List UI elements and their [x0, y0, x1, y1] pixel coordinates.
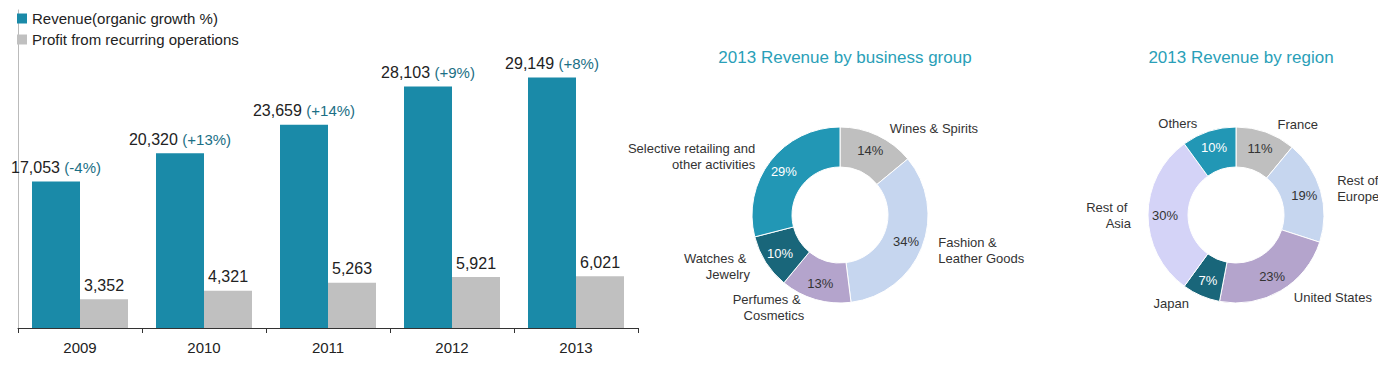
svg-text:2013 Revenue by business group: 2013 Revenue by business group [718, 48, 971, 67]
svg-text:23,659: 23,659 [253, 102, 302, 119]
svg-text:2009: 2009 [63, 339, 96, 356]
svg-text:(+9%): (+9%) [434, 64, 474, 81]
svg-text:13%: 13% [807, 276, 833, 291]
svg-text:5,921: 5,921 [456, 255, 496, 272]
svg-text:19%: 19% [1291, 188, 1317, 203]
svg-text:30%: 30% [1152, 208, 1178, 223]
svg-text:Perfumes &: Perfumes & [733, 292, 805, 307]
svg-text:2013 Revenue by region: 2013 Revenue by region [1148, 48, 1333, 67]
svg-text:14%: 14% [857, 143, 883, 158]
svg-text:(-4%): (-4%) [64, 159, 101, 176]
svg-text:2011: 2011 [312, 339, 344, 356]
svg-text:29,149: 29,149 [505, 55, 554, 72]
svg-text:Fashion &: Fashion & [938, 235, 1000, 250]
svg-text:2012: 2012 [435, 339, 468, 356]
svg-text:Rest of: Rest of [1337, 173, 1378, 188]
svg-text:France: France [1278, 117, 1318, 132]
svg-text:10%: 10% [1201, 140, 1227, 155]
svg-text:Wines & Spirits: Wines & Spirits [890, 121, 979, 136]
svg-text:Profit from recurring operatio: Profit from recurring operations [32, 31, 239, 48]
svg-text:(+8%): (+8%) [558, 55, 598, 72]
svg-text:United States: United States [1294, 290, 1373, 305]
svg-text:7%: 7% [1198, 273, 1217, 288]
svg-text:5,263: 5,263 [332, 260, 372, 277]
svg-text:Japan: Japan [1153, 296, 1188, 311]
svg-text:(+14%): (+14%) [306, 102, 355, 119]
svg-text:10%: 10% [767, 246, 793, 261]
svg-text:Asia: Asia [1106, 216, 1132, 231]
svg-text:23%: 23% [1259, 269, 1285, 284]
svg-text:Rest of: Rest of [1086, 200, 1131, 215]
svg-text:2013: 2013 [559, 339, 592, 356]
svg-text:6,021: 6,021 [580, 254, 620, 271]
svg-text:Others: Others [1158, 116, 1198, 131]
svg-text:34%: 34% [893, 234, 919, 249]
svg-text:Jewelry: Jewelry [706, 267, 751, 282]
svg-text:Leather Goods: Leather Goods [938, 251, 1025, 266]
svg-text:Revenue(organic growth %): Revenue(organic growth %) [32, 10, 218, 27]
svg-text:28,103: 28,103 [381, 64, 430, 81]
svg-text:Europe: Europe [1337, 189, 1378, 204]
svg-text:4,321: 4,321 [208, 268, 248, 285]
svg-text:20,320: 20,320 [129, 131, 178, 148]
svg-text:11%: 11% [1248, 141, 1273, 156]
svg-text:Watches &: Watches & [684, 251, 750, 266]
svg-text:2010: 2010 [187, 339, 220, 356]
svg-text:(+13%): (+13%) [182, 131, 231, 148]
svg-text:3,352: 3,352 [84, 277, 124, 294]
svg-text:Cosmetics: Cosmetics [744, 308, 805, 323]
svg-text:other activities: other activities [668, 157, 755, 172]
svg-text:17,053: 17,053 [11, 159, 60, 176]
svg-text:29%: 29% [771, 164, 797, 179]
svg-text:Selective retailing and: Selective retailing and [628, 141, 755, 156]
